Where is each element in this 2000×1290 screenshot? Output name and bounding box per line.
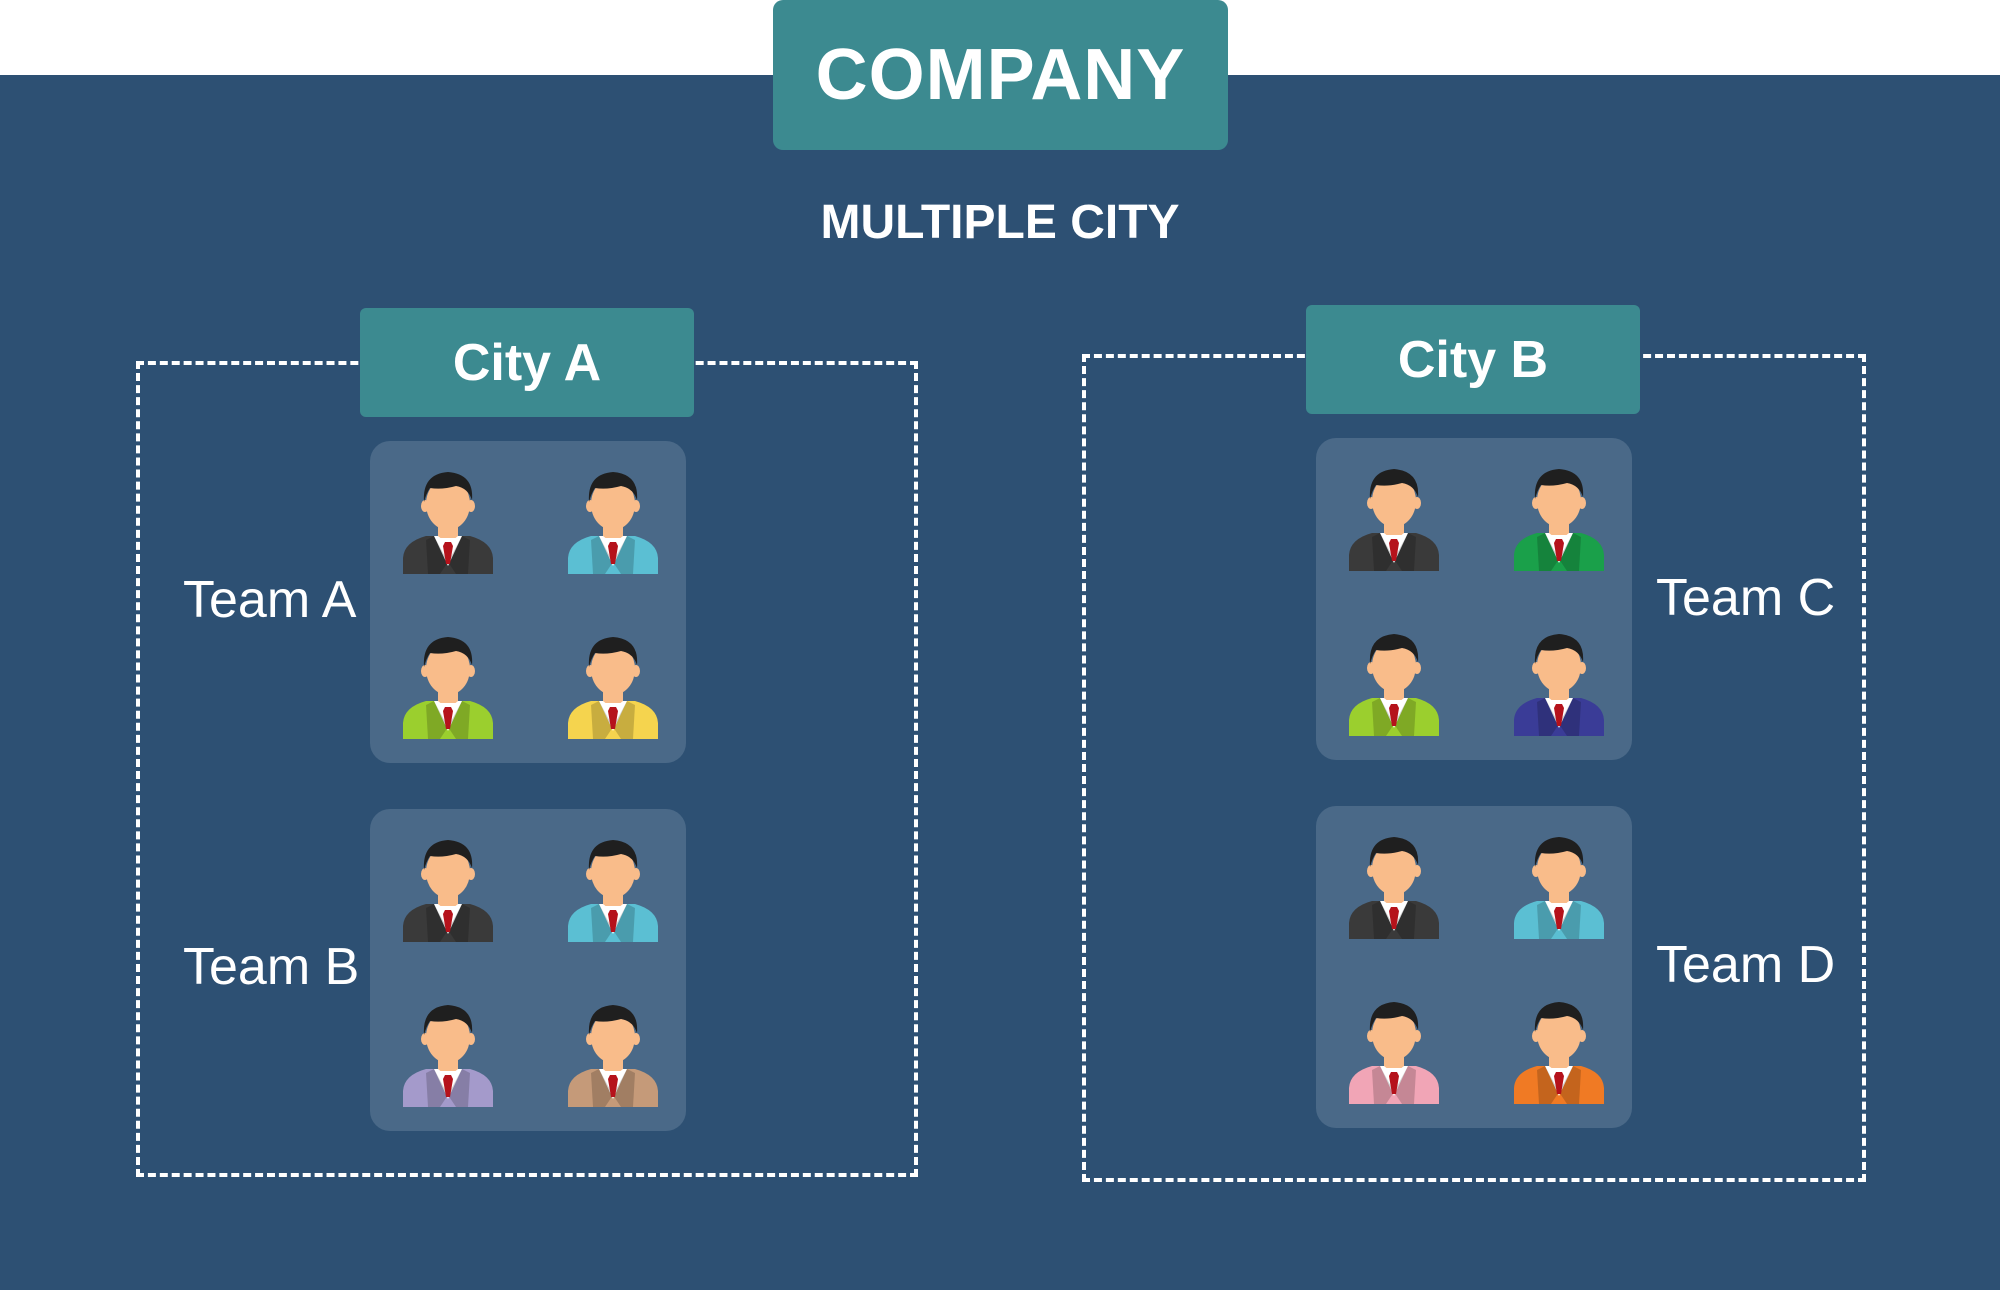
team-a-label: Team A	[183, 571, 357, 629]
team-c-label: Team C	[1656, 569, 1836, 627]
person-icon	[563, 631, 663, 739]
person-icon	[1509, 628, 1609, 736]
person-icon	[398, 631, 498, 739]
city-b-label: City B	[1306, 305, 1640, 414]
team-d-label: Team D	[1656, 936, 1836, 994]
person-icon	[398, 834, 498, 942]
subtitle: MULTIPLE CITY	[820, 196, 1180, 249]
person-icon	[563, 834, 663, 942]
person-icon	[563, 466, 663, 574]
team-d-panel	[1316, 806, 1632, 1128]
city-a-label: City A	[360, 308, 694, 417]
person-icon	[1344, 831, 1444, 939]
background-panel	[0, 75, 2000, 1290]
person-icon	[563, 999, 663, 1107]
company-title: COMPANY	[773, 0, 1228, 150]
person-icon	[1509, 831, 1609, 939]
team-c-panel	[1316, 438, 1632, 760]
person-icon	[1344, 996, 1444, 1104]
person-icon	[1509, 996, 1609, 1104]
person-icon	[1509, 463, 1609, 571]
team-b-panel	[370, 809, 686, 1131]
person-icon	[1344, 628, 1444, 736]
person-icon	[398, 999, 498, 1107]
person-icon	[398, 466, 498, 574]
team-a-panel	[370, 441, 686, 763]
team-b-label: Team B	[183, 938, 360, 996]
person-icon	[1344, 463, 1444, 571]
